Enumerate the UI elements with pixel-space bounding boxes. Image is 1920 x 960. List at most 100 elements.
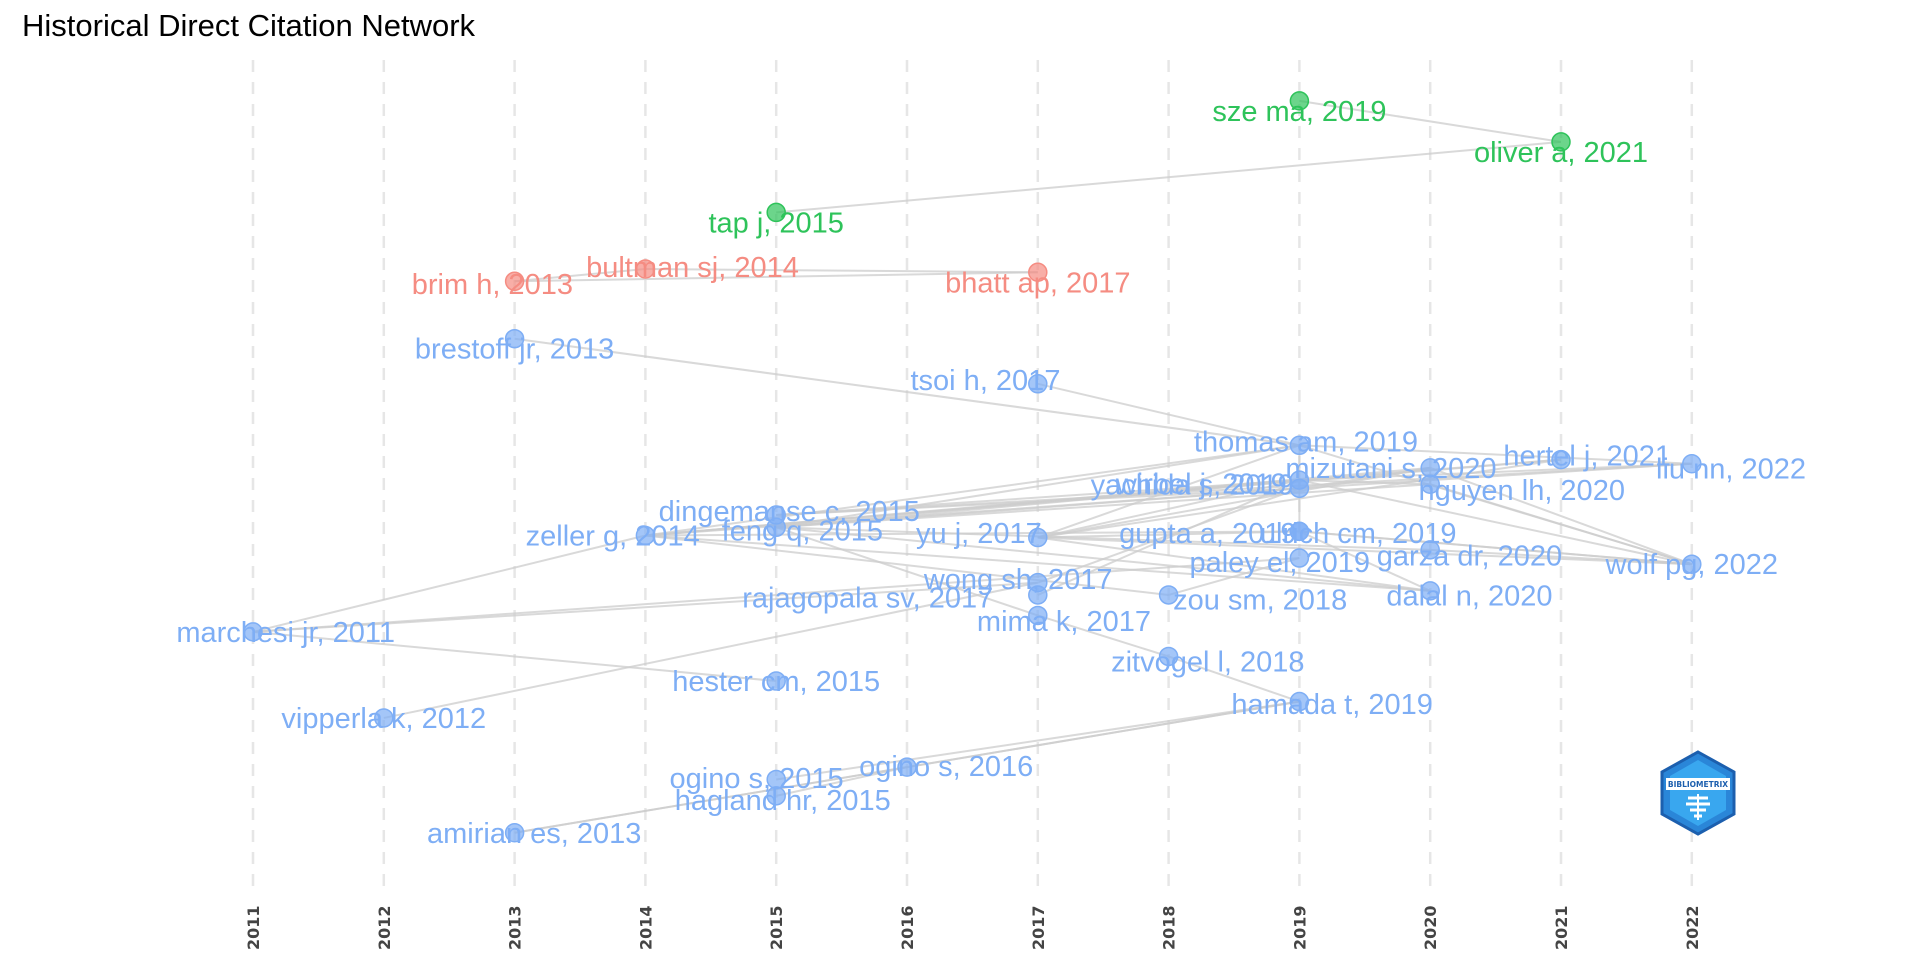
citation-edge xyxy=(252,581,1038,633)
node-labels: sze ma, 2019 oliver a, 2021 tap j, 2015 bha… xyxy=(176,96,1806,850)
node-sze-ma-2019[interactable] xyxy=(1289,91,1310,111)
node-label: marchesi jr, 2011 xyxy=(176,617,395,649)
node-oliver-a-2021[interactable] xyxy=(1551,132,1571,152)
node-hagland-hr-2015[interactable] xyxy=(766,786,786,806)
node-label: zou sm, 2018 xyxy=(1173,584,1347,616)
citation-edge xyxy=(514,271,1038,283)
node-amirian-es-2013[interactable] xyxy=(504,823,525,843)
x-tick-label: 2022 xyxy=(1683,905,1702,950)
node-bultman-sj-2014[interactable] xyxy=(635,259,656,279)
node-feng-q-2015[interactable] xyxy=(766,517,786,538)
citation-edge xyxy=(775,766,908,797)
citation-edge xyxy=(1299,444,1692,465)
citation-edges xyxy=(252,99,1693,834)
citation-edge xyxy=(252,534,646,633)
node-brestoff-jr-2013[interactable] xyxy=(504,328,525,349)
x-tick-label: 2021 xyxy=(1552,905,1571,950)
node-label: hamada t, 2019 xyxy=(1231,689,1433,721)
citation-edge xyxy=(776,526,1431,551)
node-ulrich-cm-2019[interactable] xyxy=(1289,521,1310,542)
node-label: ogino s, 2015 xyxy=(670,763,844,795)
x-tick-label: 2011 xyxy=(244,905,263,950)
node-label: vipperla k, 2012 xyxy=(281,703,486,735)
node-paley-el-2019[interactable] xyxy=(1289,548,1310,568)
citation-edge xyxy=(1037,458,1562,539)
node-label: gupta a, 2019 xyxy=(1119,518,1296,550)
node-label: sze ma, 2019 xyxy=(1212,96,1386,128)
node-label: wirbel j, 2019 xyxy=(1115,469,1287,501)
citation-edge xyxy=(1299,99,1562,143)
node-label: ulrich cm, 2019 xyxy=(1260,518,1457,550)
citation-nodes xyxy=(243,91,1702,843)
node-bhatt-ap-2017[interactable] xyxy=(1028,262,1048,283)
citation-edge xyxy=(1037,536,1431,592)
citation-edge xyxy=(645,534,1169,596)
node-label: dingemanse c, 2015 xyxy=(659,496,920,528)
node-label: bhatt ap, 2017 xyxy=(945,267,1130,299)
node-liu-nn-2022[interactable] xyxy=(1682,454,1702,474)
citation-edge xyxy=(645,444,1300,537)
node-yu-j-2017[interactable] xyxy=(1028,527,1048,548)
node-label: tsoi h, 2017 xyxy=(911,365,1061,397)
node-label: brestoff jr, 2013 xyxy=(415,334,614,366)
citation-edge xyxy=(906,700,1300,769)
citation-edge xyxy=(776,444,1300,529)
x-tick-label: 2015 xyxy=(767,905,786,950)
node-ogino-s-2016[interactable] xyxy=(897,757,917,777)
node-rajagopala-sv-2017[interactable] xyxy=(1028,585,1048,605)
citation-edge xyxy=(1037,444,1300,539)
x-tick-label: 2018 xyxy=(1160,905,1179,950)
node-vipperla-k-2012[interactable] xyxy=(374,708,394,728)
citation-edge xyxy=(1298,530,1431,592)
citation-edge xyxy=(1037,614,1169,658)
node-label: yachida s, 2019 xyxy=(1091,469,1294,501)
citation-edge xyxy=(1299,466,1431,490)
citation-edge xyxy=(1429,466,1693,566)
node-label: hester cm, 2015 xyxy=(672,666,880,698)
node-label: garza dr, 2020 xyxy=(1377,540,1562,572)
citation-edge xyxy=(1168,655,1300,703)
node-label: zeller g, 2014 xyxy=(526,521,700,553)
citation-edge xyxy=(514,337,1300,447)
node-label: bultman sj, 2014 xyxy=(586,252,799,284)
node-marchesi-jr-2011[interactable] xyxy=(243,622,263,642)
node-zeller-g-2014[interactable] xyxy=(635,525,656,546)
citation-edge xyxy=(776,483,1431,529)
node-garza-dr-2020[interactable] xyxy=(1420,540,1440,560)
node-hamada-t-2019[interactable] xyxy=(1289,691,1310,712)
x-tick-label: 2019 xyxy=(1290,905,1309,950)
citation-edge xyxy=(645,268,1038,274)
node-mima-k-2017[interactable] xyxy=(1028,605,1048,626)
node-wirbel-j-2019[interactable] xyxy=(1289,470,1310,490)
logo-text: BIBLIOMETRIX xyxy=(1668,780,1728,789)
node-hester-cm-2015[interactable] xyxy=(766,671,786,691)
node-label: feng q, 2015 xyxy=(722,515,883,547)
x-tick-label: 2016 xyxy=(898,905,917,950)
grid-lines xyxy=(251,60,1694,890)
citation-edge xyxy=(776,479,1300,529)
node-label: oliver a, 2021 xyxy=(1474,137,1648,169)
node-thomas-am-2019[interactable] xyxy=(1289,435,1310,456)
node-label: tap j, 2015 xyxy=(708,207,843,239)
node-nguyen-lh-2020[interactable] xyxy=(1420,474,1440,494)
x-tick-label: 2013 xyxy=(506,905,525,950)
node-label: ogino s, 2016 xyxy=(859,751,1033,783)
node-zou-sm-2018[interactable] xyxy=(1158,585,1179,605)
node-brim-h-2013[interactable] xyxy=(504,271,525,292)
chart-title: Historical Direct Citation Network xyxy=(22,8,476,43)
node-label: thomas am, 2019 xyxy=(1194,426,1418,458)
node-zitvogel-l-2018[interactable] xyxy=(1158,646,1179,667)
node-label: mima k, 2017 xyxy=(977,606,1151,638)
x-tick-label: 2012 xyxy=(375,905,394,950)
node-hertel-j-2021[interactable] xyxy=(1551,449,1571,470)
node-tsoi-h-2017[interactable] xyxy=(1028,374,1048,394)
node-tap-j-2015[interactable] xyxy=(766,202,786,223)
node-wolf-pg-2022[interactable] xyxy=(1682,554,1702,574)
node-label: brim h, 2013 xyxy=(412,269,573,301)
citation-edge xyxy=(1430,548,1692,566)
node-label: wong sh, 2017 xyxy=(923,564,1113,596)
node-label: mizutani s, 2020 xyxy=(1285,453,1496,485)
citation-edge xyxy=(776,700,1300,781)
node-label: hertel j, 2021 xyxy=(1503,441,1671,473)
node-dalal-n-2020[interactable] xyxy=(1420,581,1440,601)
